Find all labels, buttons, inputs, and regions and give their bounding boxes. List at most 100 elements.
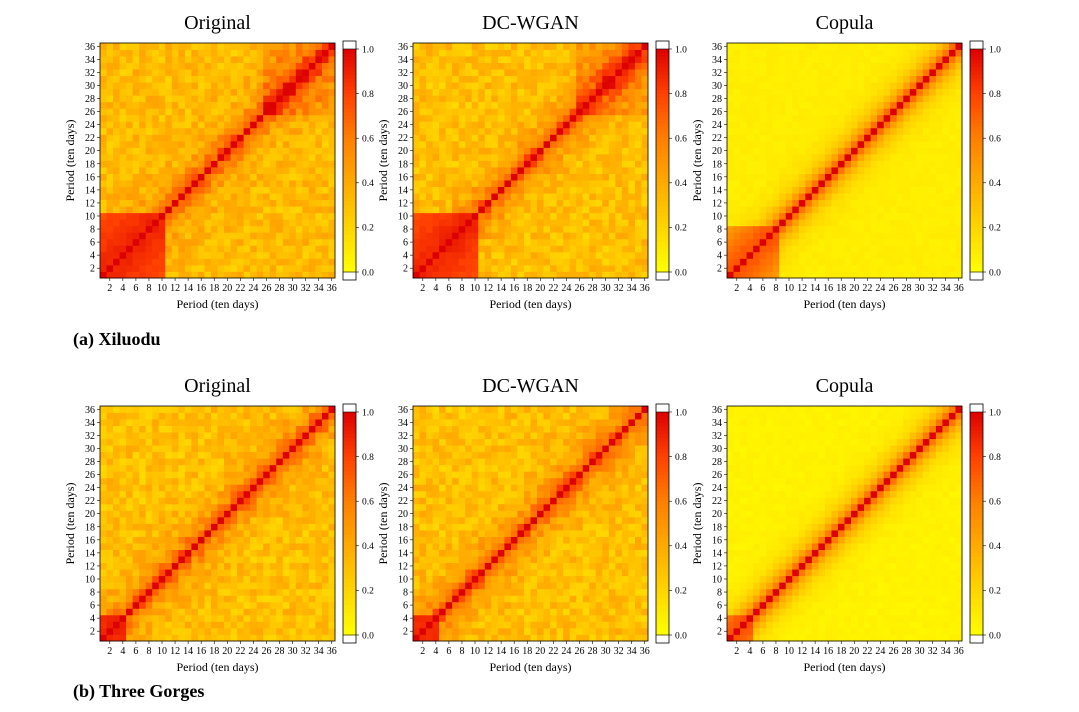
heat-cell xyxy=(517,232,525,240)
heat-cell xyxy=(805,180,813,188)
heat-cell xyxy=(282,245,290,253)
heat-cell xyxy=(165,432,173,440)
heat-cell xyxy=(426,160,433,168)
heat-cell xyxy=(582,193,590,201)
heat-cell xyxy=(126,69,134,77)
heat-cell xyxy=(158,471,166,479)
heat-cell xyxy=(106,582,114,590)
heat-cell xyxy=(896,56,904,63)
heat-cell xyxy=(204,510,212,518)
heat-cell xyxy=(523,62,531,70)
heat-cell xyxy=(733,225,741,233)
heat-cell xyxy=(543,75,551,83)
heat-cell xyxy=(302,219,310,227)
heat-cell xyxy=(896,62,904,70)
heat-cell xyxy=(955,160,963,168)
heat-cell xyxy=(510,212,518,220)
heat-cell xyxy=(224,212,231,220)
heat-cell xyxy=(308,101,316,109)
heat-cell xyxy=(152,153,160,161)
heat-cell xyxy=(100,556,107,564)
heat-cell xyxy=(328,271,336,279)
heat-cell xyxy=(243,199,251,207)
heat-cell xyxy=(727,160,734,168)
heat-cell xyxy=(263,134,271,142)
heat-cell xyxy=(896,108,904,116)
heat-cell xyxy=(471,95,479,103)
heat-cell xyxy=(628,62,636,70)
heat-cell xyxy=(152,634,160,642)
heat-cell xyxy=(439,69,447,77)
colorbar-segment xyxy=(970,216,983,221)
heat-cell xyxy=(530,82,538,90)
heat-cell xyxy=(165,575,173,583)
heat-cell xyxy=(877,160,885,168)
x-tick-label: 10 xyxy=(157,283,167,294)
heat-cell xyxy=(837,180,845,188)
heat-cell xyxy=(602,238,610,246)
colorbar-segment xyxy=(343,167,356,173)
heat-cell xyxy=(308,238,316,246)
heat-cell xyxy=(569,232,577,240)
heat-cell xyxy=(602,75,610,83)
heat-cell xyxy=(158,219,166,227)
heat-cell xyxy=(178,153,186,161)
heat-cell xyxy=(615,206,623,214)
heat-cell xyxy=(569,219,577,227)
heat-cell xyxy=(250,114,258,122)
heat-cell xyxy=(119,56,127,63)
heat-cell xyxy=(158,536,166,544)
heat-cell xyxy=(517,264,525,272)
heat-cell xyxy=(243,62,251,70)
heat-cell xyxy=(510,186,518,194)
heat-cell xyxy=(785,167,793,174)
heat-cell xyxy=(204,49,212,57)
heat-cell xyxy=(321,69,329,77)
heat-cell xyxy=(779,180,787,188)
heat-cell xyxy=(184,621,192,629)
heat-cell xyxy=(197,134,205,142)
heat-cell xyxy=(269,88,277,96)
heat-cell xyxy=(837,206,845,214)
heat-cell xyxy=(805,147,813,155)
heat-cell xyxy=(165,477,173,485)
colorbar-segment xyxy=(343,67,356,72)
heat-cell xyxy=(922,49,930,57)
heat-cell xyxy=(844,108,852,116)
heat-cell xyxy=(798,186,806,194)
heat-cell xyxy=(276,167,284,174)
heat-cell xyxy=(289,173,297,181)
heat-cell xyxy=(426,271,433,279)
heat-cell xyxy=(328,251,336,259)
heat-cell xyxy=(772,180,780,188)
colorbar-segment xyxy=(656,186,669,191)
heat-cell xyxy=(798,271,806,279)
heat-cell xyxy=(439,225,447,233)
heat-cell xyxy=(733,232,741,240)
heat-cell xyxy=(537,43,544,50)
heat-cell xyxy=(465,121,473,129)
heat-cell xyxy=(197,432,205,440)
heat-cell xyxy=(145,627,153,635)
heat-cell xyxy=(413,153,420,161)
heat-cell xyxy=(478,199,486,207)
heat-cell xyxy=(452,193,460,201)
heat-cell xyxy=(824,69,832,77)
heat-cell xyxy=(113,595,120,603)
heat-cell xyxy=(178,69,186,77)
heat-cell xyxy=(308,193,316,201)
heat-cell xyxy=(759,264,767,272)
heat-cell xyxy=(269,82,277,90)
heat-cell xyxy=(106,167,114,174)
heat-cell xyxy=(909,264,917,272)
heat-cell xyxy=(106,438,114,446)
heat-cell xyxy=(158,160,166,168)
heat-cell xyxy=(119,614,127,622)
heat-cell xyxy=(628,199,636,207)
heat-cell xyxy=(634,167,642,174)
heat-cell xyxy=(608,225,616,233)
heat-cell xyxy=(504,225,512,233)
heat-cell xyxy=(184,510,192,518)
heat-cell xyxy=(811,258,819,266)
heat-cell xyxy=(896,232,904,240)
